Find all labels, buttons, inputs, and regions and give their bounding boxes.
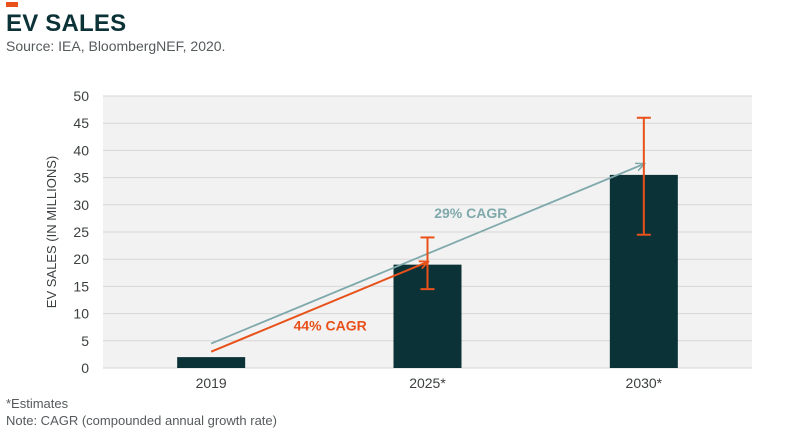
y-tick-label: 0	[81, 360, 89, 376]
x-tick-label: 2025*	[409, 375, 446, 391]
y-tick-label: 40	[73, 142, 89, 158]
y-tick-labels: 0 5 10 15 20 25 30 35 40 45 50	[73, 88, 89, 376]
x-tick-labels: 2019 2025* 2030*	[196, 375, 663, 391]
bars	[177, 174, 678, 368]
y-tick-label: 5	[81, 333, 89, 349]
y-tick-label: 10	[73, 306, 89, 322]
chart-title: EV SALES	[6, 10, 127, 37]
bar-2019	[177, 357, 246, 368]
cagr-label: 29% CAGR	[434, 205, 507, 221]
y-tick-label: 45	[73, 115, 89, 131]
y-tick-label: 20	[73, 251, 89, 267]
y-tick-label: 30	[73, 197, 89, 213]
x-tick-label: 2030*	[626, 375, 663, 391]
accent-bar	[6, 2, 18, 7]
y-tick-label: 35	[73, 170, 89, 186]
error-bars	[420, 116, 651, 291]
cagr-label: 44% CAGR	[294, 317, 367, 333]
y-axis-label: EV SALES (IN MILLIONS)	[44, 156, 59, 308]
footnote-estimates: *Estimates	[6, 396, 69, 411]
x-tick-label: 2019	[196, 375, 227, 391]
footnote-note: Note: CAGR (compounded annual growth rat…	[6, 413, 277, 428]
y-tick-label: 50	[73, 88, 89, 104]
chart-source: Source: IEA, BloombergNEF, 2020.	[6, 38, 226, 54]
cagr-arrow	[210, 262, 427, 353]
y-tick-label: 15	[73, 278, 89, 294]
y-tick-label: 25	[73, 224, 89, 240]
